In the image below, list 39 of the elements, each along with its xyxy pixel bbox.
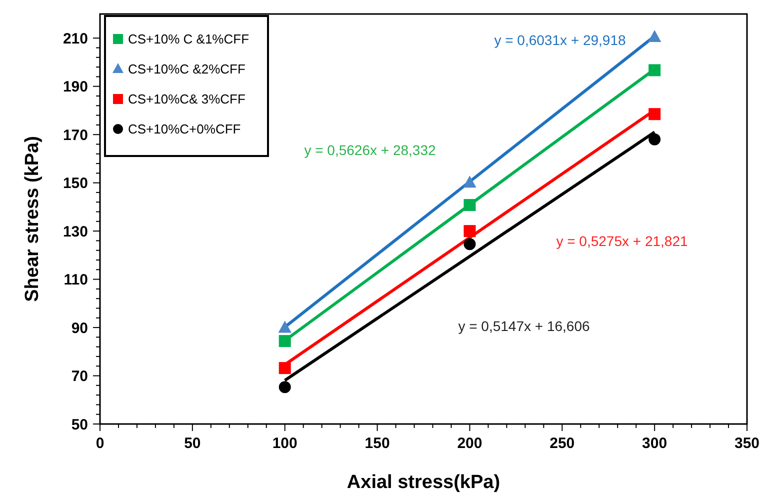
point [278, 320, 292, 333]
point [278, 335, 291, 348]
legend-label: CS+10%C& 3%CFF [128, 92, 246, 107]
x-tick-label: 350 [734, 435, 760, 452]
y-tick-label: 170 [62, 126, 88, 144]
point [464, 238, 476, 250]
annotation: y = 0,5275x + 21,821 [556, 232, 688, 249]
legend-label: CS+10%C &2%CFF [128, 62, 246, 77]
y-tick-label: 130 [62, 223, 88, 240]
y-tick-label: 90 [71, 320, 88, 337]
point [648, 30, 662, 42]
y-tick-label: 210 [62, 30, 88, 48]
point [648, 64, 661, 76]
x-tick-label: 200 [457, 435, 482, 452]
x-tick-label: 300 [642, 435, 668, 452]
y-tick-label: 190 [62, 78, 88, 96]
y-tick-label: 150 [62, 175, 88, 192]
point [464, 199, 476, 212]
x-tick-label: 250 [550, 435, 575, 452]
point [464, 225, 476, 238]
y-tick-label: 110 [64, 272, 88, 289]
annotation: y = 0,6031x + 29,918 [494, 32, 626, 48]
point [463, 176, 476, 188]
legend-label: CS+10%C+0%CFF [128, 122, 241, 137]
point [278, 362, 291, 374]
x-tick-label: 100 [272, 435, 298, 452]
point [648, 108, 661, 120]
x-tick-label: 150 [364, 435, 390, 452]
point [648, 133, 661, 146]
x-tick-label: 0 [96, 435, 104, 452]
legend-label: CS+10% C &1%CFF [128, 32, 250, 47]
y-tick-label: 50 [71, 416, 88, 434]
point [278, 381, 291, 394]
x-axis-title: Axial stress(kPa) [346, 472, 500, 493]
x-tick-label: 50 [184, 435, 201, 452]
annotation: y = 0,5626x + 28,332 [304, 142, 436, 158]
y-tick-label: 70 [71, 368, 88, 386]
annotation: y = 0,5147x + 16,606 [458, 318, 590, 334]
y-axis-title: Shear stress (kPa) [22, 136, 43, 302]
